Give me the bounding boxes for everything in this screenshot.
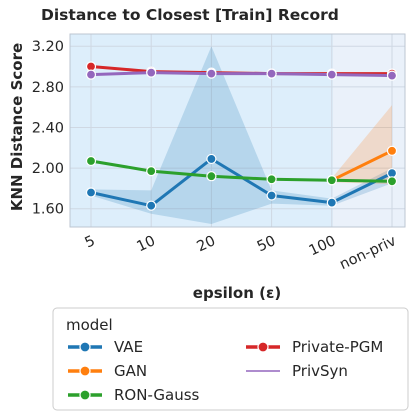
x-tick-label-3: 50 xyxy=(255,233,278,255)
plot-area xyxy=(70,34,405,227)
legend-label-private-pgm: Private-PGM xyxy=(292,338,383,356)
legend-swatch-marker-ron-gauss xyxy=(79,389,91,401)
point-privsyn-3 xyxy=(266,68,277,79)
point-vae-3 xyxy=(266,190,277,201)
plot-border xyxy=(69,33,406,228)
point-vae-2 xyxy=(206,153,217,165)
series-lines xyxy=(89,65,394,208)
line-ron-gauss xyxy=(89,159,394,183)
point-ron-gauss-3 xyxy=(266,174,277,185)
point-ron-gauss-0 xyxy=(85,155,97,167)
point-privsyn-5 xyxy=(386,70,398,81)
y-tick-label-3: 2.80 xyxy=(32,80,64,96)
x-tick-label-2: 20 xyxy=(195,233,218,255)
y-tick-labels: 1.60 2.00 2.40 2.80 3.20 xyxy=(32,39,64,218)
legend-title: model xyxy=(66,316,113,334)
chart-title: Distance to Closest [Train] Record xyxy=(41,6,339,24)
point-ron-gauss-2 xyxy=(206,171,217,182)
series-markers xyxy=(85,61,398,211)
y-tick-label-2: 2.40 xyxy=(32,120,64,136)
point-privsyn-2 xyxy=(206,68,217,79)
y-tick-label-4: 3.20 xyxy=(32,39,64,55)
legend-label-privsyn: PrivSyn xyxy=(292,362,348,380)
legend: model VAE GAN RON-Gauss Private-PGM PrivSyn xyxy=(52,307,409,411)
legend-swatch-marker-vae xyxy=(79,341,91,353)
point-privsyn-0 xyxy=(85,69,97,80)
confidence-bands xyxy=(91,46,392,225)
point-vae-4 xyxy=(326,197,337,208)
y-tick-label-1: 2.00 xyxy=(32,161,64,177)
x-tick-label-5: non-priv xyxy=(337,233,399,273)
point-ron-gauss-1 xyxy=(146,166,157,177)
plot-frame xyxy=(69,33,406,228)
legend-swatch-marker-private-pgm xyxy=(257,341,269,353)
band-vae xyxy=(91,46,392,225)
y-tick-label-0: 1.60 xyxy=(32,202,64,218)
line-gan xyxy=(330,149,394,182)
band-gan xyxy=(331,105,392,185)
point-ron-gauss-5 xyxy=(386,176,398,187)
legend-label-vae: VAE xyxy=(114,338,143,356)
legend-swatch-marker-gan xyxy=(79,365,91,377)
legend-box xyxy=(52,307,409,411)
shaded-region xyxy=(70,34,333,227)
legend-items: VAE GAN RON-Gauss Private-PGM PrivSyn xyxy=(68,338,383,404)
x-tick-label-0: 5 xyxy=(83,233,98,251)
point-privsyn-4 xyxy=(326,69,337,80)
legend-label-gan: GAN xyxy=(114,362,147,380)
point-ron-gauss-4 xyxy=(326,175,337,186)
point-vae-1 xyxy=(146,200,157,211)
x-tick-label-4: 100 xyxy=(307,233,339,259)
x-tick-label-1: 10 xyxy=(134,233,157,255)
y-axis-label: KNN Distance Score xyxy=(8,43,26,211)
line-privsyn xyxy=(89,71,394,78)
legend-label-ron-gauss: RON-Gauss xyxy=(114,386,200,404)
point-privsyn-1 xyxy=(146,67,157,78)
point-gan-5 xyxy=(386,145,398,156)
x-axis-label: epsilon (ε) xyxy=(193,284,281,302)
point-vae-0 xyxy=(85,187,97,198)
